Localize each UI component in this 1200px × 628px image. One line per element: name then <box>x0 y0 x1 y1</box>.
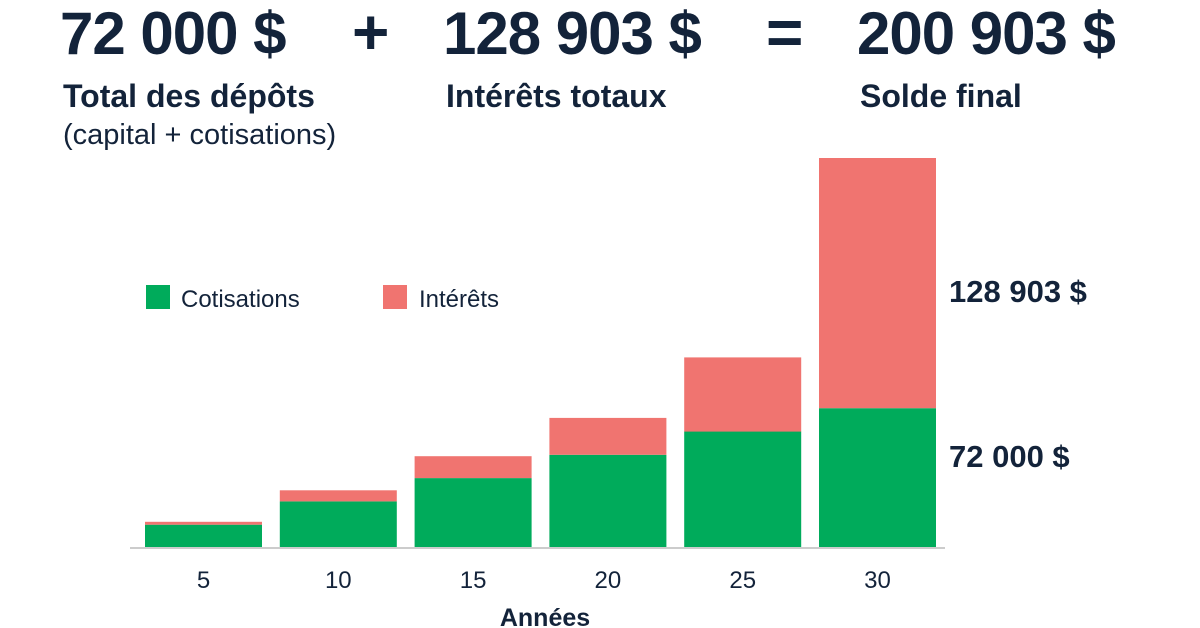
total-deposits-label: Total des dépôts <box>63 78 315 114</box>
bar-interets-5 <box>145 521 262 525</box>
bar-cotisations-20 <box>549 454 667 548</box>
x-tick-label-15: 15 <box>460 567 487 594</box>
bars-group <box>145 158 936 548</box>
legend-label-cotisations: Cotisations <box>181 286 300 313</box>
bar-interets-30 <box>819 158 936 409</box>
bar-interets-15 <box>414 456 532 479</box>
final-balance-label: Solde final <box>860 78 1022 114</box>
x-tick-label-20: 20 <box>595 567 622 594</box>
bar-interets-20 <box>549 417 667 455</box>
legend-swatch-cotisations <box>146 285 170 309</box>
bar-cotisations-25 <box>684 431 802 548</box>
legend: Cotisations Intérêts <box>146 285 499 313</box>
equals-sign: = <box>766 0 804 68</box>
legend-swatch-interets <box>383 285 407 309</box>
total-deposits-value: 72 000 $ <box>60 0 287 67</box>
bar-interets-25 <box>684 357 802 432</box>
bar-cotisations-15 <box>414 478 532 548</box>
x-axis-title: Années <box>500 604 590 628</box>
annotation-cotisations-total: 72 000 $ <box>949 439 1070 474</box>
annotation-interets-total: 128 903 $ <box>949 274 1087 309</box>
plus-sign: + <box>352 0 390 68</box>
total-interest-label: Intérêts totaux <box>446 78 667 114</box>
x-tick-label-10: 10 <box>325 567 352 594</box>
summary-header: 72 000 $ + 128 903 $ = 200 903 $ Total d… <box>0 0 1200 160</box>
total-deposits-sublabel: (capital + cotisations) <box>63 119 337 151</box>
bar-cotisations-5 <box>145 524 262 548</box>
bar-cotisations-10 <box>279 501 397 548</box>
bar-interets-10 <box>279 490 397 502</box>
x-tick-label-25: 25 <box>729 567 756 594</box>
bar-cotisations-30 <box>819 408 936 548</box>
final-balance-value: 200 903 $ <box>857 0 1116 67</box>
legend-label-interets: Intérêts <box>419 286 499 313</box>
x-tick-labels: 5 10 15 20 25 30 <box>197 567 891 594</box>
x-tick-label-5: 5 <box>197 567 210 594</box>
total-interest-value: 128 903 $ <box>443 0 702 67</box>
x-tick-label-30: 30 <box>864 567 891 594</box>
